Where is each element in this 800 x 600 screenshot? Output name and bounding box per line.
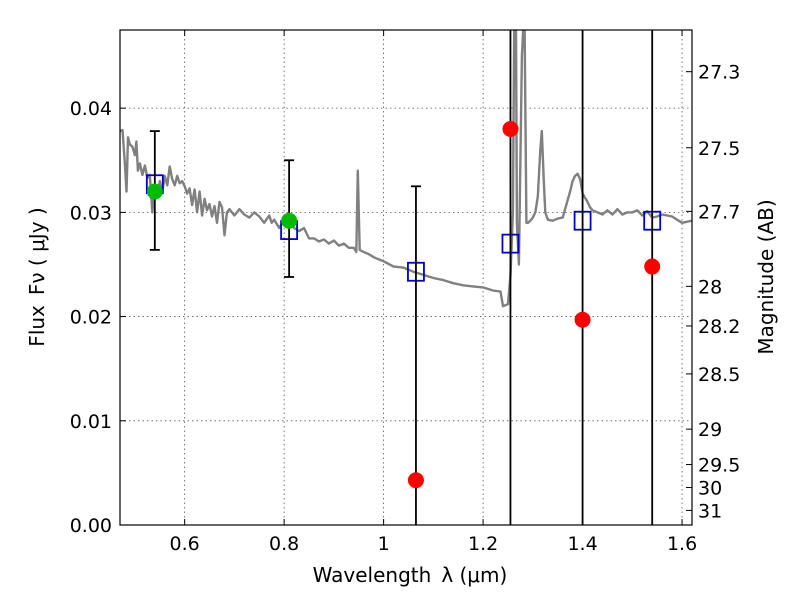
y2-tick-label: 28: [698, 276, 722, 298]
x-tick-label: 0.6: [170, 533, 200, 555]
nondetection-point: [407, 472, 424, 489]
y-tick-label: 0.02: [70, 307, 112, 329]
plot-area: [120, 30, 692, 525]
x-tick-label: 1: [378, 533, 390, 555]
axes: 0.6 0.8 1 1.2 1.4 1.6 0.00 0.01 0.02 0.03 0.04 27.3…: [70, 29, 740, 555]
y2-tick-label: 29.5: [698, 455, 740, 477]
nondetection-point: [502, 121, 519, 137]
y2-tick-label: 29: [698, 419, 722, 441]
x-axis-label: Wavelength λ (μm): [313, 563, 508, 587]
y2-tick-label: 28.5: [698, 364, 740, 386]
grid-lines: [120, 30, 692, 525]
plot-contents: [120, 30, 692, 525]
y-tick-label: 0.03: [70, 202, 112, 224]
y-tick-label: 0.01: [70, 411, 112, 433]
y2-axis-label: Magnitude (AB): [754, 199, 778, 354]
nondetection-point: [644, 258, 661, 275]
y-tick-label: 0.04: [70, 98, 112, 120]
y2-tick-label: 28.2: [698, 316, 740, 338]
x-tick-label: 0.8: [269, 533, 299, 555]
detection-point: [146, 183, 163, 200]
model-spectrum-line: [120, 30, 692, 308]
x-tick-label: 1.6: [667, 533, 697, 555]
y2-tick-label: 27.3: [698, 62, 740, 84]
y2-tick-label: 27.7: [698, 201, 740, 223]
y2-tick-label: 27.5: [698, 138, 740, 160]
y2-tick-label: 31: [698, 500, 722, 522]
x-tick-label: 1.2: [468, 533, 498, 555]
y-tick-label: 0.00: [70, 515, 112, 537]
y2-tick-label: 30: [698, 477, 722, 499]
y-axis-label: FluxFν ( μJy ): [25, 207, 49, 346]
detection-point: [281, 212, 298, 229]
nondetection-point: [574, 311, 591, 328]
plot-frame: [119, 29, 693, 526]
x-tick-label: 1.4: [567, 533, 597, 555]
